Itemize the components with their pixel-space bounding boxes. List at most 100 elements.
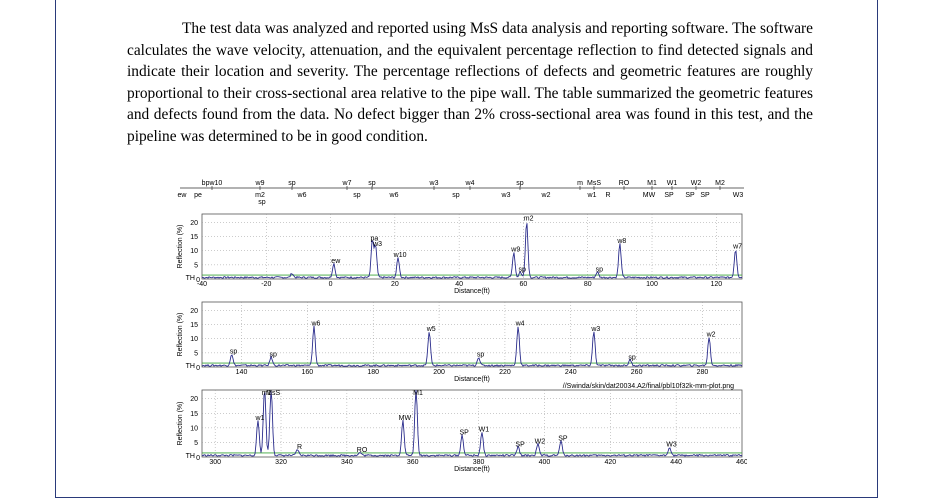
top-label-row1: sp <box>516 180 524 187</box>
top-label-row2: w3 <box>501 192 511 199</box>
peak-label: M1 <box>413 390 423 397</box>
y-tick-label: 10 <box>190 248 198 255</box>
peak-label: w7 <box>732 244 742 251</box>
peak-label: W2 <box>535 438 546 445</box>
peak-label: sp <box>477 352 485 359</box>
y-tick-label: 15 <box>190 411 198 418</box>
peak-label: w9 <box>510 247 520 254</box>
peak-label: w6 <box>310 320 320 327</box>
top-label-row2: SP <box>700 192 710 199</box>
y-axis-label: Reflection (%) <box>177 313 184 357</box>
top-label-row2: pe <box>194 192 202 199</box>
x-tick-label: 20 <box>391 281 399 288</box>
y-tick-label: 5 <box>194 350 198 357</box>
x-tick-label: 340 <box>341 459 353 466</box>
plot-frame <box>201 213 743 280</box>
y-tick-label: 15 <box>190 234 198 241</box>
x-tick-label: 40 <box>455 281 463 288</box>
figure: bpw10 w9 sp w7 sp w3 w4 sp m MsS RO M1 W1 W2 M2 ew pe m2 w… <box>172 176 747 478</box>
peak-label: SP <box>515 441 525 448</box>
top-label-row2: w2 <box>541 192 551 199</box>
y-axis-label: Reflection (%) <box>177 225 184 269</box>
peak-label: SP <box>459 430 469 437</box>
y-tick-label: 15 <box>190 322 198 329</box>
page-frame <box>55 0 878 498</box>
y-axis-label: Reflection (%) <box>177 402 184 446</box>
x-tick-label: 280 <box>697 369 709 376</box>
peak-label: MW <box>399 415 412 422</box>
top-label-row2: w6 <box>389 192 399 199</box>
x-tick-label: 360 <box>407 459 419 466</box>
plot-frame <box>201 301 743 368</box>
x-tick-label: 400 <box>539 459 551 466</box>
top-label-row1: M1 <box>647 180 657 187</box>
top-label-row2: SP <box>685 192 695 199</box>
peak-label: sp <box>596 266 604 273</box>
top-label-row1: M2 <box>715 180 725 187</box>
y-tick-label-zero: 0 <box>196 455 200 462</box>
top-label-row1: w9 <box>255 180 265 187</box>
peak-label: w8 <box>616 238 626 245</box>
peak-label: w2 <box>706 332 716 339</box>
plot-frame <box>201 389 743 458</box>
top-label-row2: W3 <box>733 192 744 199</box>
x-tick-label: 240 <box>565 369 577 376</box>
x-tick-label: 160 <box>302 369 314 376</box>
x-tick-label: 120 <box>710 281 722 288</box>
x-tick-label: 260 <box>631 369 643 376</box>
x-tick-label: 420 <box>604 459 616 466</box>
x-tick-label: -20 <box>261 281 271 288</box>
y-tick-label: 20 <box>190 220 198 227</box>
peak-label: w10 <box>393 252 407 259</box>
peak-label: R <box>297 444 302 451</box>
x-axis-label: Distance(ft) <box>454 288 490 295</box>
y-tick-label: 10 <box>190 425 198 432</box>
peak-label: W3 <box>666 441 677 448</box>
peak-label: m2 <box>524 215 534 222</box>
threshold-label: TH <box>186 275 195 282</box>
top-label-row1: W2 <box>691 180 702 187</box>
body-paragraph: The test data was analyzed and reported … <box>127 20 813 145</box>
peak-label: sp <box>230 349 238 356</box>
top-label-row1: w4 <box>465 180 475 187</box>
x-tick-label: -40 <box>197 281 207 288</box>
top-label-row2: sp <box>452 192 460 199</box>
x-tick-label: 140 <box>236 369 248 376</box>
top-label-row2: sp <box>353 192 361 199</box>
top-label-row2: w6 <box>297 192 307 199</box>
x-axis-label: Distance(ft) <box>454 466 490 473</box>
peak-label: pa <box>370 235 378 242</box>
top-label-row2: m2 <box>255 192 265 199</box>
signal-trace <box>201 389 743 457</box>
top-label-row1: W1 <box>667 180 678 187</box>
x-tick-label: 460 <box>736 459 747 466</box>
x-tick-label: 180 <box>367 369 379 376</box>
peak-label: sp <box>628 354 636 361</box>
peak-label: w4 <box>515 320 525 327</box>
top-label-row1: bpw10 <box>202 180 223 187</box>
y-tick-label: 5 <box>194 440 198 447</box>
peak-label: w3 <box>590 326 600 333</box>
top-label-row2: SP <box>664 192 674 199</box>
peak-label: RO <box>357 447 368 454</box>
top-label-row1: sp <box>368 180 376 187</box>
x-tick-label: 60 <box>520 281 528 288</box>
top-label-row1: w3 <box>429 180 439 187</box>
peak-label: ew <box>331 258 341 265</box>
top-label-below: sp <box>258 199 266 206</box>
top-label-row2: R <box>605 192 610 199</box>
top-label-row2: MW <box>643 192 656 199</box>
y-tick-label-zero: 0 <box>196 277 200 284</box>
x-tick-label: 0 <box>329 281 333 288</box>
threshold-label: TH <box>186 363 195 370</box>
top-label-row2: ew <box>178 192 188 199</box>
x-tick-label: 380 <box>473 459 485 466</box>
file-path-note: //Swinda/skin/dat20034.A2/final/pbl10f32… <box>563 383 734 390</box>
top-label-row1: sp <box>288 180 296 187</box>
signal-trace <box>201 325 743 367</box>
y-tick-label: 5 <box>194 262 198 269</box>
